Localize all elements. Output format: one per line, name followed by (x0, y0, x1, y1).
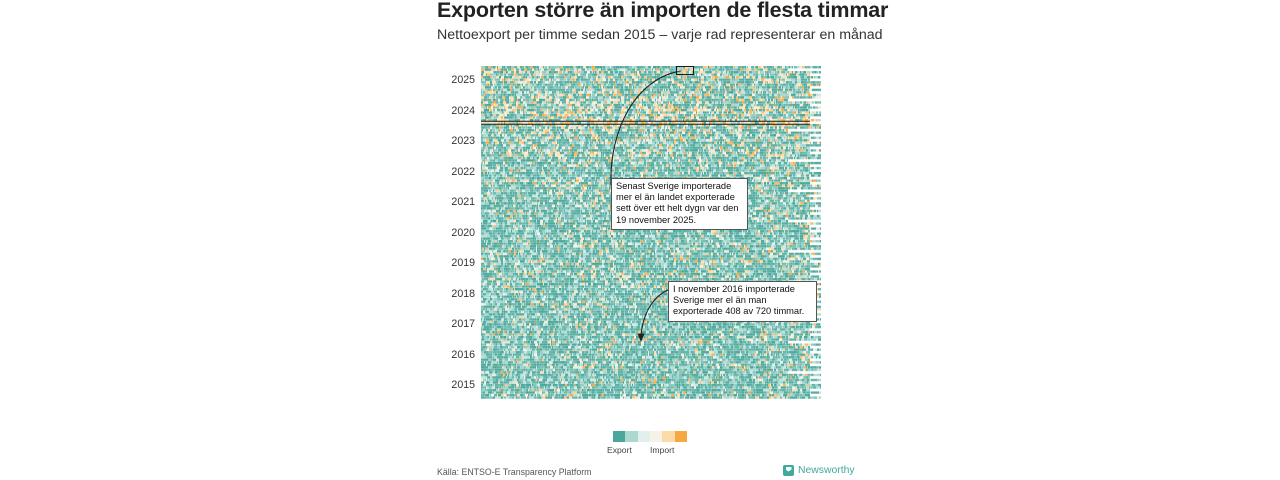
legend-swatch-0 (613, 431, 626, 442)
heatmap-plot-area[interactable] (481, 66, 821, 399)
y-axis: 2025 2024 2023 2022 2021 2020 2019 2018 2017 2016… (420, 66, 475, 399)
y-axis-tick-2024: 2024 (451, 104, 475, 117)
legend-label-export: Export (607, 445, 632, 455)
chart-subtitle: Nettoexport per timme sedan 2015 – varje… (437, 27, 883, 43)
legend-swatch-5 (674, 431, 687, 442)
page-title: Exporten större än importen de flesta ti… (437, 0, 889, 22)
newsworthy-logo-icon (783, 465, 794, 476)
y-axis-tick-2017: 2017 (451, 318, 475, 330)
y-axis-tick-2019: 2019 (451, 257, 475, 269)
legend-swatch-3 (649, 431, 663, 442)
annotation-2025: Senast Sverige importerade mer el än lan… (611, 178, 748, 230)
legend-swatch-2 (637, 431, 650, 442)
annotation-2016: I november 2016 importerade Sverige mer … (668, 281, 817, 322)
brand-logo[interactable]: Newsworthy (783, 465, 855, 476)
legend-color-scale (613, 431, 687, 442)
y-axis-tick-2018: 2018 (451, 287, 475, 300)
highlight-marker-2025-11-19 (676, 66, 694, 75)
legend: Export Import (607, 431, 687, 459)
brand-name: Newsworthy (798, 465, 855, 476)
y-axis-tick-2016: 2016 (451, 348, 475, 361)
y-axis-tick-2023: 2023 (451, 135, 475, 147)
legend-label-import: Import (650, 445, 675, 455)
legend-swatch-1 (625, 431, 638, 442)
source-note: Källa: ENTSO-E Transparency Platform (437, 467, 592, 477)
y-axis-tick-2025: 2025 (451, 74, 475, 86)
legend-swatch-4 (662, 431, 675, 442)
y-axis-tick-2015: 2015 (451, 379, 475, 391)
y-axis-tick-2022: 2022 (451, 165, 475, 178)
y-axis-tick-2021: 2021 (451, 196, 475, 208)
y-axis-tick-2020: 2020 (451, 226, 475, 239)
heatmap-canvas[interactable] (481, 66, 821, 399)
